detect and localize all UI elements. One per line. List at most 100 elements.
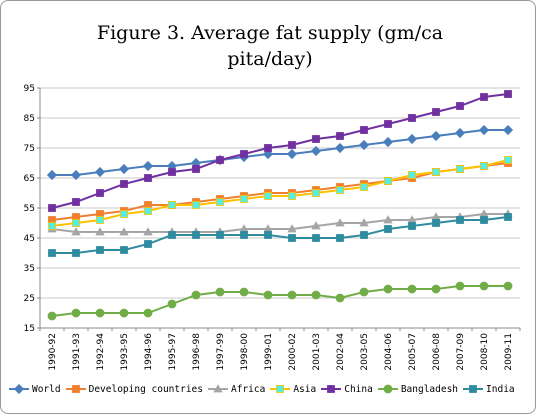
data-point [335, 218, 345, 227]
legend-item: Developing countries [65, 384, 203, 395]
legend-swatch [65, 385, 86, 393]
data-point [48, 249, 56, 257]
data-point [216, 198, 224, 206]
data-point [478, 124, 490, 136]
data-point [96, 246, 104, 254]
data-point [287, 290, 297, 300]
data-point [312, 189, 320, 197]
legend-marker [13, 384, 25, 394]
x-axis-ticks: 1990-92 1991-93 1992-94 1993-95 1994-96 1995-… [39, 328, 521, 371]
data-point [312, 234, 320, 242]
data-point [192, 231, 200, 239]
data-point [71, 227, 81, 236]
data-point [408, 171, 416, 179]
legend-label: Asia [293, 383, 317, 395]
data-point [360, 183, 368, 191]
x-tick-label: 1990-92 [48, 333, 58, 371]
x-tick-label: 2005-07 [408, 333, 418, 371]
legend-label: Developing countries [88, 383, 203, 395]
data-point [143, 308, 153, 318]
data-point [480, 216, 488, 224]
data-point [264, 192, 272, 200]
x-tick-label: 1991-93 [72, 333, 82, 371]
data-point [288, 141, 296, 149]
data-point [72, 198, 80, 206]
data-point [336, 234, 344, 242]
x-tick-label: 2001-03 [312, 333, 322, 371]
data-point [70, 169, 82, 181]
chart-title-line-1: Figure 3. Average fat supply (gm/ca [96, 22, 444, 44]
legend-marker [213, 384, 223, 393]
data-point [430, 130, 442, 142]
data-point [432, 108, 440, 116]
series-line [51, 159, 509, 227]
data-point [312, 135, 320, 143]
y-tick-label: 15 [24, 324, 35, 334]
data-point [311, 290, 321, 300]
data-point [432, 219, 440, 227]
data-point [120, 246, 128, 254]
data-point [504, 156, 512, 164]
y-axis-ticks: 15 25 35 45 55 65 75 85 95 [24, 84, 40, 334]
data-point [240, 150, 248, 158]
series-line [51, 213, 508, 233]
y-tick-label: 25 [24, 294, 35, 304]
data-point [479, 281, 489, 291]
data-point [144, 174, 152, 182]
data-point [382, 136, 394, 148]
legend-item: World [8, 384, 61, 395]
data-point [336, 186, 344, 194]
legend-marker [469, 385, 477, 393]
data-point [168, 201, 176, 209]
data-point [192, 165, 200, 173]
legend-label: China [344, 383, 373, 395]
data-point [360, 126, 368, 134]
data-point [455, 281, 465, 291]
legend-label: India [486, 383, 515, 395]
data-point [359, 218, 369, 227]
data-point [48, 222, 56, 230]
data-point [120, 210, 128, 218]
data-point [144, 240, 152, 248]
legend-item: Africa [207, 384, 265, 395]
data-point [384, 225, 392, 233]
x-tick-label: 2003-05 [360, 333, 370, 371]
legend-marker [327, 385, 336, 393]
data-point [480, 162, 488, 170]
legend-item: India [462, 384, 515, 395]
series-asia [48, 156, 512, 230]
legend-label: Bangladesh [400, 383, 459, 395]
data-point [431, 284, 441, 294]
data-point [504, 213, 512, 221]
data-point [287, 224, 297, 233]
data-point [72, 219, 80, 227]
legend-item: Bangladesh [377, 384, 458, 395]
series-china [48, 90, 512, 212]
data-point [504, 90, 512, 98]
data-point [503, 281, 513, 291]
data-point [96, 189, 104, 197]
data-point [336, 132, 344, 140]
data-point [480, 93, 488, 101]
x-tick-label: 2006-08 [432, 333, 442, 371]
y-tick-label: 65 [24, 174, 35, 184]
legend-label: Africa [231, 383, 266, 395]
legend-item: Asia [269, 384, 316, 395]
legend: World Developing countries Africa Asia China… [8, 380, 532, 398]
data-point [47, 311, 57, 321]
x-tick-label: 2008-10 [480, 333, 490, 371]
x-tick-label: 1999-01 [264, 333, 274, 371]
data-point [167, 299, 177, 309]
legend-swatch [9, 384, 29, 394]
data-point [120, 180, 128, 188]
data-point [406, 133, 418, 145]
y-tick-label: 75 [24, 144, 35, 154]
legend-item: China [320, 384, 373, 395]
y-tick-label: 35 [24, 264, 35, 274]
data-point [119, 227, 129, 236]
y-tick-label: 55 [24, 204, 35, 214]
data-point [263, 290, 273, 300]
legend-swatch [270, 385, 291, 393]
